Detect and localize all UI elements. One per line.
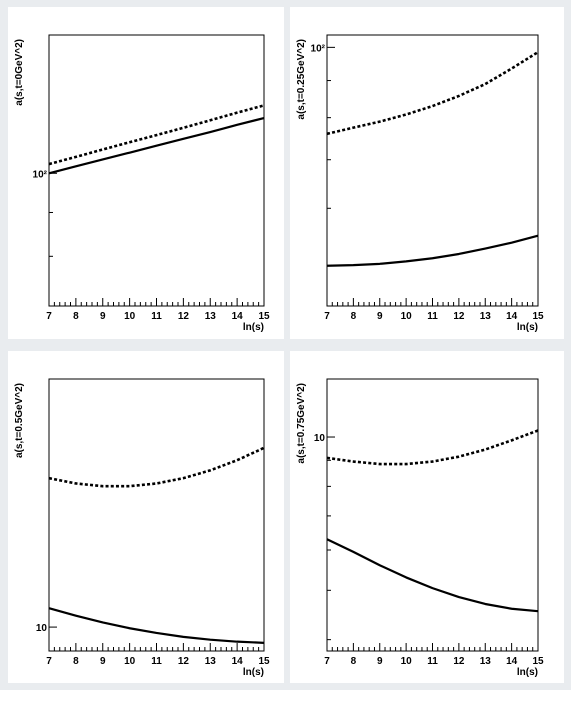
x-tick-label: 8 bbox=[73, 311, 79, 322]
x-axis-title: ln(s) bbox=[243, 667, 264, 678]
x-tick-label: 11 bbox=[427, 311, 438, 322]
x-tick-label: 8 bbox=[73, 656, 79, 667]
x-tick-label: 8 bbox=[351, 656, 357, 667]
plot-frame bbox=[48, 34, 265, 307]
x-tick-label: 14 bbox=[232, 311, 244, 322]
y-axis-title: a(s,t=0GeV^2) bbox=[14, 39, 25, 106]
y-axis-title: a(s,t=0.25GeV^2) bbox=[296, 39, 307, 120]
plot-frame bbox=[48, 378, 265, 652]
x-tick-label: 11 bbox=[151, 656, 162, 667]
dashed-curve bbox=[48, 104, 265, 166]
x-tick-label: 15 bbox=[258, 656, 270, 667]
x-tick-label: 9 bbox=[377, 656, 383, 667]
solid-curve bbox=[326, 234, 539, 267]
x-tick-label: 10 bbox=[124, 311, 136, 322]
x-tick-label: 14 bbox=[232, 656, 244, 667]
x-tick-label: 15 bbox=[258, 311, 270, 322]
x-tick-label: 9 bbox=[100, 656, 106, 667]
x-tick-label: 15 bbox=[532, 656, 544, 667]
x-tick-label: 11 bbox=[427, 656, 438, 667]
x-tick-label: 14 bbox=[506, 311, 518, 322]
x-axis-title: ln(s) bbox=[517, 322, 538, 333]
x-tick-label: 13 bbox=[480, 311, 492, 322]
x-tick-label: 7 bbox=[46, 311, 52, 322]
plot-pad-t075: 7 8 9 10 11 12 13 14 15 ln(s) 10 a(s,t=0.75GeV^2) bbox=[290, 351, 564, 683]
x-axis-title: ln(s) bbox=[243, 322, 264, 333]
solid-curve bbox=[48, 116, 265, 175]
y-tick-label: 10² bbox=[311, 43, 326, 54]
x-tick-label: 13 bbox=[205, 656, 217, 667]
plot-pad-t0: 7 8 9 10 11 12 13 14 15 ln(s) 10² a(s,t=0GeV^2) bbox=[8, 7, 284, 339]
x-tick-label: 13 bbox=[205, 311, 217, 322]
x-tick-label: 7 bbox=[324, 656, 330, 667]
x-tick-label: 10 bbox=[401, 311, 413, 322]
x-tick-label: 12 bbox=[178, 311, 190, 322]
x-tick-label: 9 bbox=[100, 311, 106, 322]
x-tick-label: 7 bbox=[324, 311, 330, 322]
dashed-curve bbox=[326, 429, 539, 466]
x-tick-label: 12 bbox=[178, 656, 190, 667]
x-tick-label: 7 bbox=[46, 656, 52, 667]
solid-curve bbox=[326, 538, 539, 613]
solid-curve bbox=[48, 607, 265, 644]
y-tick-label: 10 bbox=[314, 433, 326, 444]
x-tick-label: 10 bbox=[124, 656, 136, 667]
y-axis-title: a(s,t=0.75GeV^2) bbox=[296, 383, 307, 464]
y-tick-label: 10² bbox=[33, 169, 48, 180]
x-tick-label: 14 bbox=[506, 656, 518, 667]
dashed-curve bbox=[326, 51, 539, 136]
x-tick-label: 8 bbox=[351, 311, 357, 322]
x-tick-label: 12 bbox=[453, 656, 465, 667]
x-tick-label: 11 bbox=[151, 311, 162, 322]
x-tick-label: 10 bbox=[401, 656, 413, 667]
plot-pad-t05: 7 8 9 10 11 12 13 14 15 ln(s) 10 a(s,t=0.5GeV^2) bbox=[8, 351, 284, 683]
y-axis-title: a(s,t=0.5GeV^2) bbox=[14, 383, 25, 458]
x-tick-label: 13 bbox=[480, 656, 492, 667]
x-axis-title: ln(s) bbox=[517, 667, 538, 678]
plot-pad-t025: 7 8 9 10 11 12 13 14 15 ln(s) 10² a(s,t=0.25GeV^2) bbox=[290, 7, 564, 339]
x-tick-label: 12 bbox=[453, 311, 465, 322]
plot-frame bbox=[326, 378, 539, 652]
dashed-curve bbox=[48, 446, 265, 488]
x-tick-label: 15 bbox=[532, 311, 544, 322]
y-tick-label: 10 bbox=[36, 623, 48, 634]
x-tick-label: 9 bbox=[377, 311, 383, 322]
